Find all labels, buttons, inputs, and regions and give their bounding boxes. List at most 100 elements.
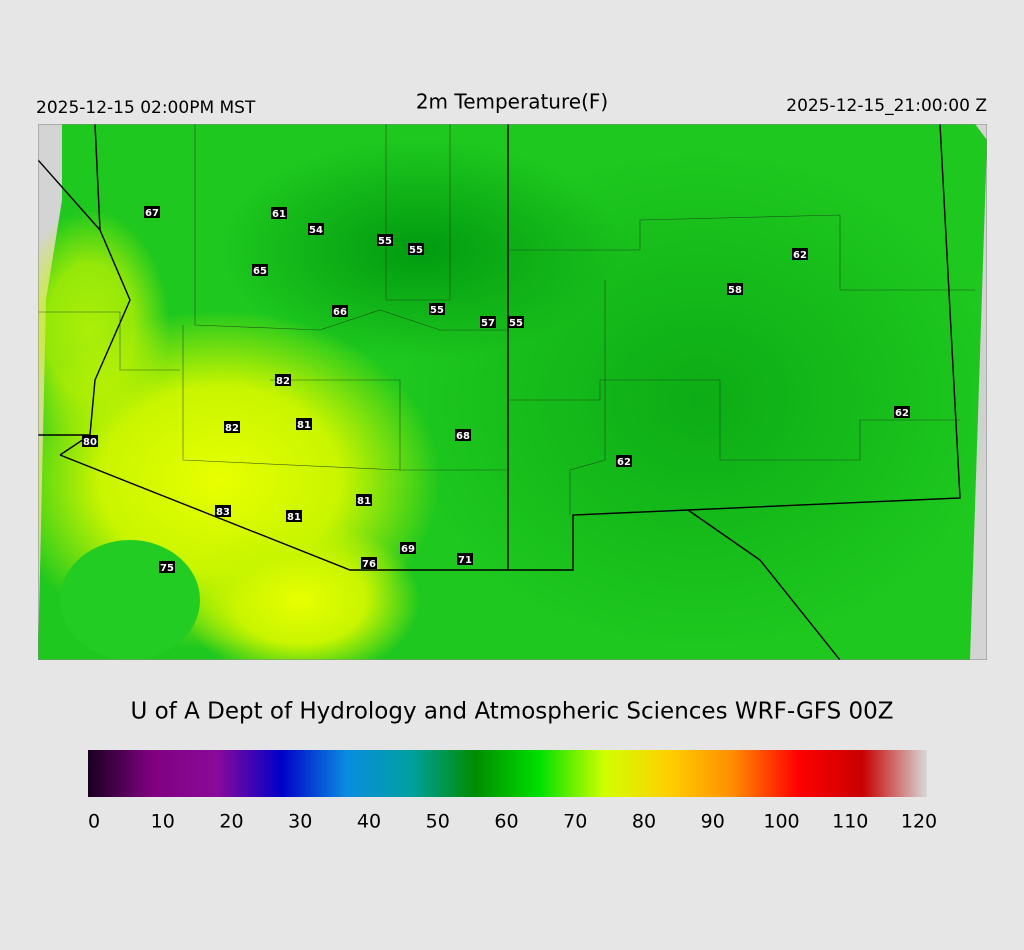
- station: 62: [616, 455, 632, 468]
- station: 55: [408, 243, 424, 256]
- colorbar-tick-label: 30: [288, 811, 312, 833]
- colorbar-ticks: 0 10 20 30 40 50 60 70 80 90 100 110 120: [88, 797, 937, 833]
- station: 82: [275, 374, 291, 387]
- station-value: 75: [160, 563, 174, 574]
- station-value: 55: [378, 236, 392, 247]
- station-box: [792, 248, 808, 260]
- station-value: 55: [430, 305, 444, 316]
- station-labels: 67 61 54 55 55 65 62 58 66 55 57 55 82 62 82 81 80 68 62 81…: [82, 206, 910, 574]
- station-value: 55: [409, 245, 423, 256]
- station: 81: [296, 418, 312, 431]
- station: 69: [400, 542, 416, 555]
- station: 54: [308, 223, 324, 236]
- station: 76: [361, 557, 377, 570]
- station-box: [616, 455, 632, 467]
- colorbar-tick-label: 110: [832, 811, 868, 833]
- station-box: [275, 374, 291, 386]
- station-box: [252, 264, 268, 276]
- station: 55: [377, 234, 393, 247]
- colorbar-tick-label: 10: [151, 811, 175, 833]
- county-line: [38, 311, 180, 371]
- station: 83: [215, 505, 231, 518]
- station: 62: [792, 248, 808, 261]
- gulf-region: [60, 540, 200, 660]
- station-value: 54: [309, 225, 323, 236]
- county-line: [508, 379, 960, 461]
- station: 71: [457, 553, 473, 566]
- station: 82: [224, 421, 240, 434]
- country-border: [59, 454, 508, 571]
- station-value: 82: [225, 423, 239, 434]
- county-line: [508, 214, 975, 291]
- state-border: [38, 159, 101, 231]
- cool-region: [400, 150, 987, 650]
- credit: U of A Dept of Hydrology and Atmospheric…: [130, 699, 893, 725]
- station-value: 62: [895, 408, 909, 419]
- station-box: [408, 243, 424, 255]
- station-box: [429, 303, 445, 315]
- colorbar-tick-label: 50: [426, 811, 450, 833]
- station-value: 58: [728, 285, 742, 296]
- station: 66: [332, 305, 348, 318]
- station-value: 81: [297, 420, 311, 431]
- station-box: [308, 223, 324, 235]
- station-value: 81: [357, 496, 371, 507]
- station: 55: [429, 303, 445, 316]
- station-box: [361, 557, 377, 569]
- station-box: [286, 510, 302, 522]
- station: 65: [252, 264, 268, 277]
- valid-utc-time: 2025-12-15_21:00:00 Z: [786, 96, 987, 116]
- station-value: 68: [456, 431, 470, 442]
- station-box: [271, 207, 287, 219]
- station: 58: [727, 283, 743, 296]
- station-value: 76: [362, 559, 376, 570]
- station-value: 61: [272, 209, 286, 220]
- station-box: [455, 429, 471, 441]
- station: 55: [508, 316, 524, 329]
- station: 75: [159, 561, 175, 574]
- station-box: [457, 553, 473, 565]
- colorbar-tick-label: 80: [632, 811, 656, 833]
- station-value: 62: [793, 250, 807, 261]
- station-value: 65: [253, 266, 267, 277]
- station-box: [727, 283, 743, 295]
- station: 61: [271, 207, 287, 220]
- station-box: [224, 421, 240, 433]
- warm-region: [180, 520, 420, 660]
- state-border: [508, 124, 961, 571]
- colorbar-tick-label: 40: [357, 811, 381, 833]
- county-line: [270, 379, 401, 470]
- station-value: 80: [83, 437, 97, 448]
- colorbar-tick-label: 120: [901, 811, 937, 833]
- county-line: [182, 325, 508, 471]
- colorbar-tick-label: 0: [88, 811, 100, 833]
- colorbar: [88, 750, 927, 797]
- county-line: [569, 280, 606, 515]
- station-value: 69: [401, 544, 415, 555]
- colorbar-tick-label: 70: [563, 811, 587, 833]
- station-box: [296, 418, 312, 430]
- colorbar-tick-label: 60: [494, 811, 518, 833]
- station-value: 82: [276, 376, 290, 387]
- valid-local-time: 2025-12-15 02:00PM MST: [36, 98, 256, 118]
- station-value: 55: [509, 318, 523, 329]
- station-box: [377, 234, 393, 246]
- colorbar-tick-label: 20: [219, 811, 243, 833]
- station-box: [508, 316, 524, 328]
- warm-region: [38, 210, 170, 450]
- station: 81: [356, 494, 372, 507]
- map-title: 2m Temperature(F): [416, 90, 608, 114]
- station-box: [332, 305, 348, 317]
- station-value: 57: [481, 318, 495, 329]
- station-value: 66: [333, 307, 347, 318]
- county-line: [194, 124, 508, 331]
- station-value: 62: [617, 457, 631, 468]
- station-box: [356, 494, 372, 506]
- colorbar-tick-label: 100: [763, 811, 799, 833]
- station-value: 81: [287, 512, 301, 523]
- station-box: [159, 561, 175, 573]
- station: 62: [894, 406, 910, 419]
- station-box: [480, 316, 496, 328]
- station: 81: [286, 510, 302, 523]
